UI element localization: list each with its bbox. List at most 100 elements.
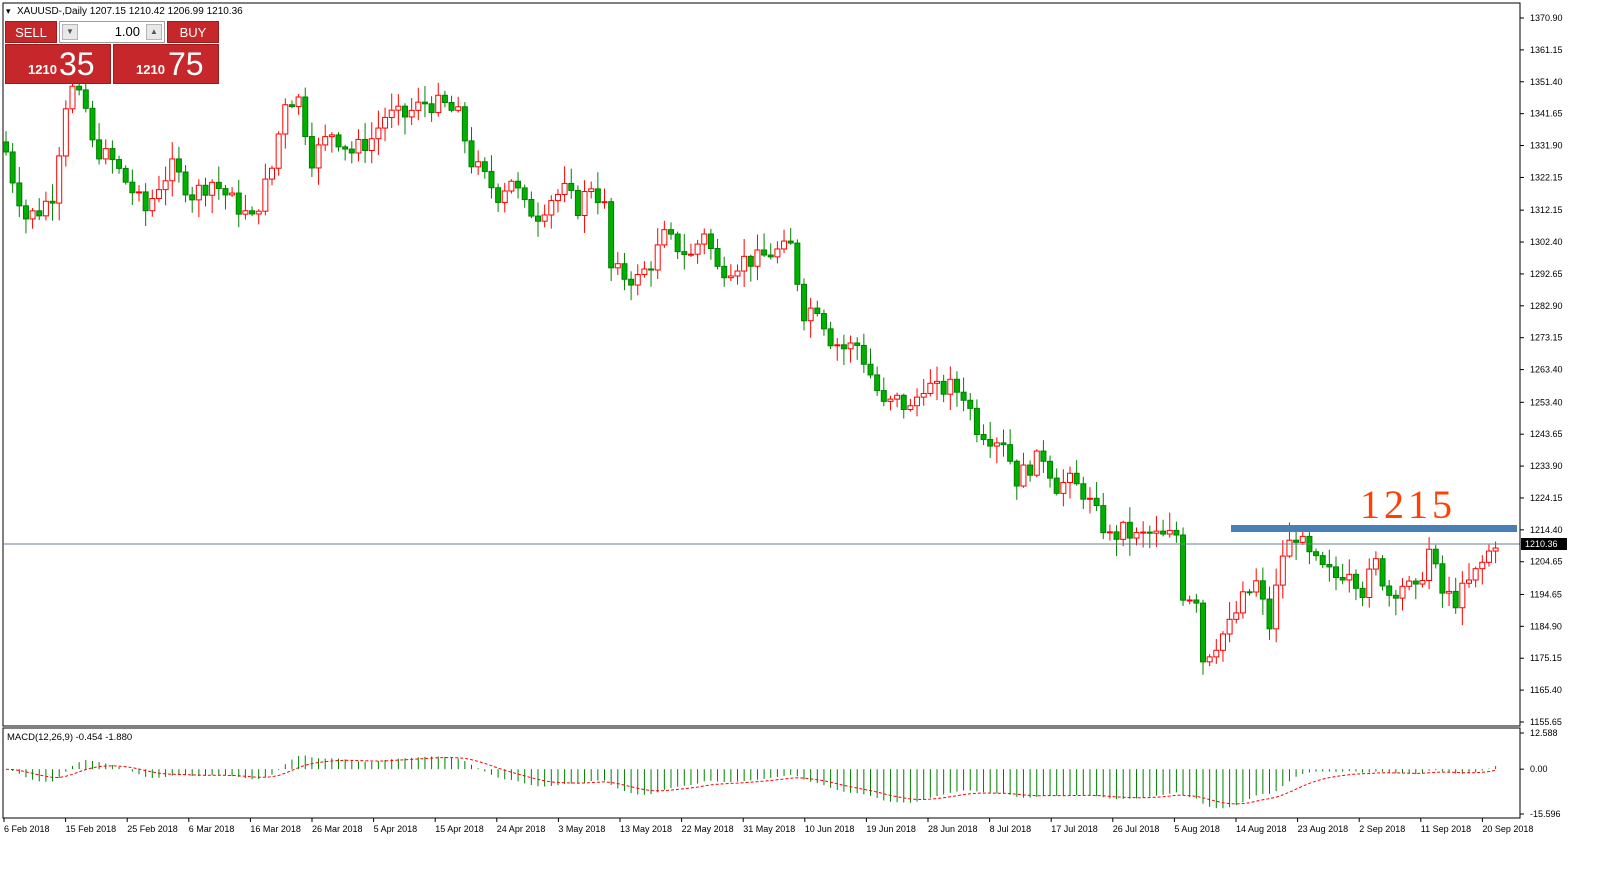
candle <box>308 122 315 177</box>
candle <box>362 123 369 163</box>
candle <box>1379 555 1386 591</box>
buy-price-button[interactable]: 1210 75 <box>113 44 219 84</box>
candle-body <box>275 133 282 169</box>
candle <box>162 166 169 206</box>
candle <box>255 209 262 225</box>
time-tick-label: 16 Mar 2018 <box>250 824 301 834</box>
candle-body <box>787 240 794 244</box>
candle <box>787 227 794 245</box>
candle-body <box>335 134 342 148</box>
candle <box>275 131 282 176</box>
candle <box>1412 578 1419 600</box>
candle-body <box>1479 561 1486 570</box>
candle <box>654 228 661 279</box>
candle-body <box>554 193 561 202</box>
candle <box>342 144 349 161</box>
candle <box>1213 639 1220 664</box>
candle <box>215 166 222 200</box>
candle <box>82 82 89 113</box>
candle <box>1319 551 1326 569</box>
candle-body <box>608 201 615 269</box>
candle <box>209 179 216 214</box>
candle-body <box>96 139 103 160</box>
sell-button[interactable]: SELL <box>5 21 57 43</box>
candle <box>461 102 468 154</box>
lot-size-value[interactable]: 1.00 <box>114 24 140 39</box>
candle-body <box>674 233 681 253</box>
candle-body <box>987 438 994 447</box>
candle <box>801 278 807 331</box>
sell-price-button[interactable]: 1210 35 <box>5 44 111 84</box>
candle <box>914 388 921 417</box>
macd-series <box>5 755 1497 809</box>
candle-body <box>1093 497 1100 507</box>
lot-size-field[interactable]: ▼ 1.00 ▲ <box>59 21 165 43</box>
candle <box>455 96 462 113</box>
candle <box>508 179 515 194</box>
candle-body <box>49 200 56 204</box>
candle <box>1326 549 1333 582</box>
candle-body <box>1113 531 1120 540</box>
candle <box>1492 541 1499 564</box>
time-tick-label: 28 Jun 2018 <box>928 824 978 834</box>
candle-body <box>1492 547 1499 552</box>
candle-body <box>448 102 455 111</box>
candle-body <box>1412 580 1419 585</box>
candle-body <box>16 182 23 207</box>
candle-body <box>874 374 881 392</box>
lot-decrease-arrow-icon[interactable]: ▼ <box>62 24 78 40</box>
candle-body <box>920 392 927 398</box>
candle-body <box>960 391 967 401</box>
candle <box>335 132 342 152</box>
price-tick-label: 1312.15 <box>1530 205 1563 215</box>
candle-body <box>774 248 781 258</box>
sell-price-pips: 35 <box>59 46 95 82</box>
candle-body <box>69 85 76 110</box>
candle <box>820 309 827 336</box>
candle <box>847 335 854 363</box>
candle <box>235 179 242 228</box>
buy-button[interactable]: BUY <box>167 21 219 43</box>
candle <box>195 179 202 218</box>
candle <box>860 333 867 373</box>
candle <box>1253 568 1260 597</box>
candle <box>1279 540 1286 599</box>
candle <box>1266 586 1273 640</box>
candle <box>1013 459 1020 500</box>
candle <box>1160 519 1167 537</box>
resistance-level-line[interactable] <box>1231 525 1517 532</box>
candle-body <box>661 229 668 246</box>
candle <box>614 252 621 275</box>
price-tick-label: 1155.65 <box>1530 717 1562 727</box>
candle <box>927 369 934 397</box>
candle <box>761 233 768 258</box>
candle <box>1219 631 1226 662</box>
candle-body <box>767 254 774 258</box>
candle-body <box>428 103 435 114</box>
candle-body <box>1313 551 1320 557</box>
candle <box>900 393 907 419</box>
candle-body <box>415 101 422 111</box>
candle-body <box>1126 521 1133 539</box>
candle-body <box>408 109 415 118</box>
candle-body <box>1239 591 1246 614</box>
price-tick-label: 1263.40 <box>1530 365 1563 375</box>
candle <box>1100 492 1107 540</box>
candle-body <box>1086 497 1093 500</box>
candle <box>1113 525 1120 557</box>
candle <box>288 100 295 109</box>
candle <box>874 366 881 396</box>
candle <box>754 234 761 281</box>
price-tick-label: 1341.65 <box>1530 109 1563 119</box>
candle <box>601 188 608 209</box>
candle-body <box>1193 599 1200 604</box>
candle-body <box>76 85 83 91</box>
candle-body <box>1259 580 1266 600</box>
candle <box>973 399 980 443</box>
candle <box>56 147 63 221</box>
price-tick-label: 1184.90 <box>1530 621 1562 631</box>
candle <box>282 98 289 149</box>
lot-increase-arrow-icon[interactable]: ▲ <box>146 24 162 40</box>
candle <box>382 107 389 142</box>
